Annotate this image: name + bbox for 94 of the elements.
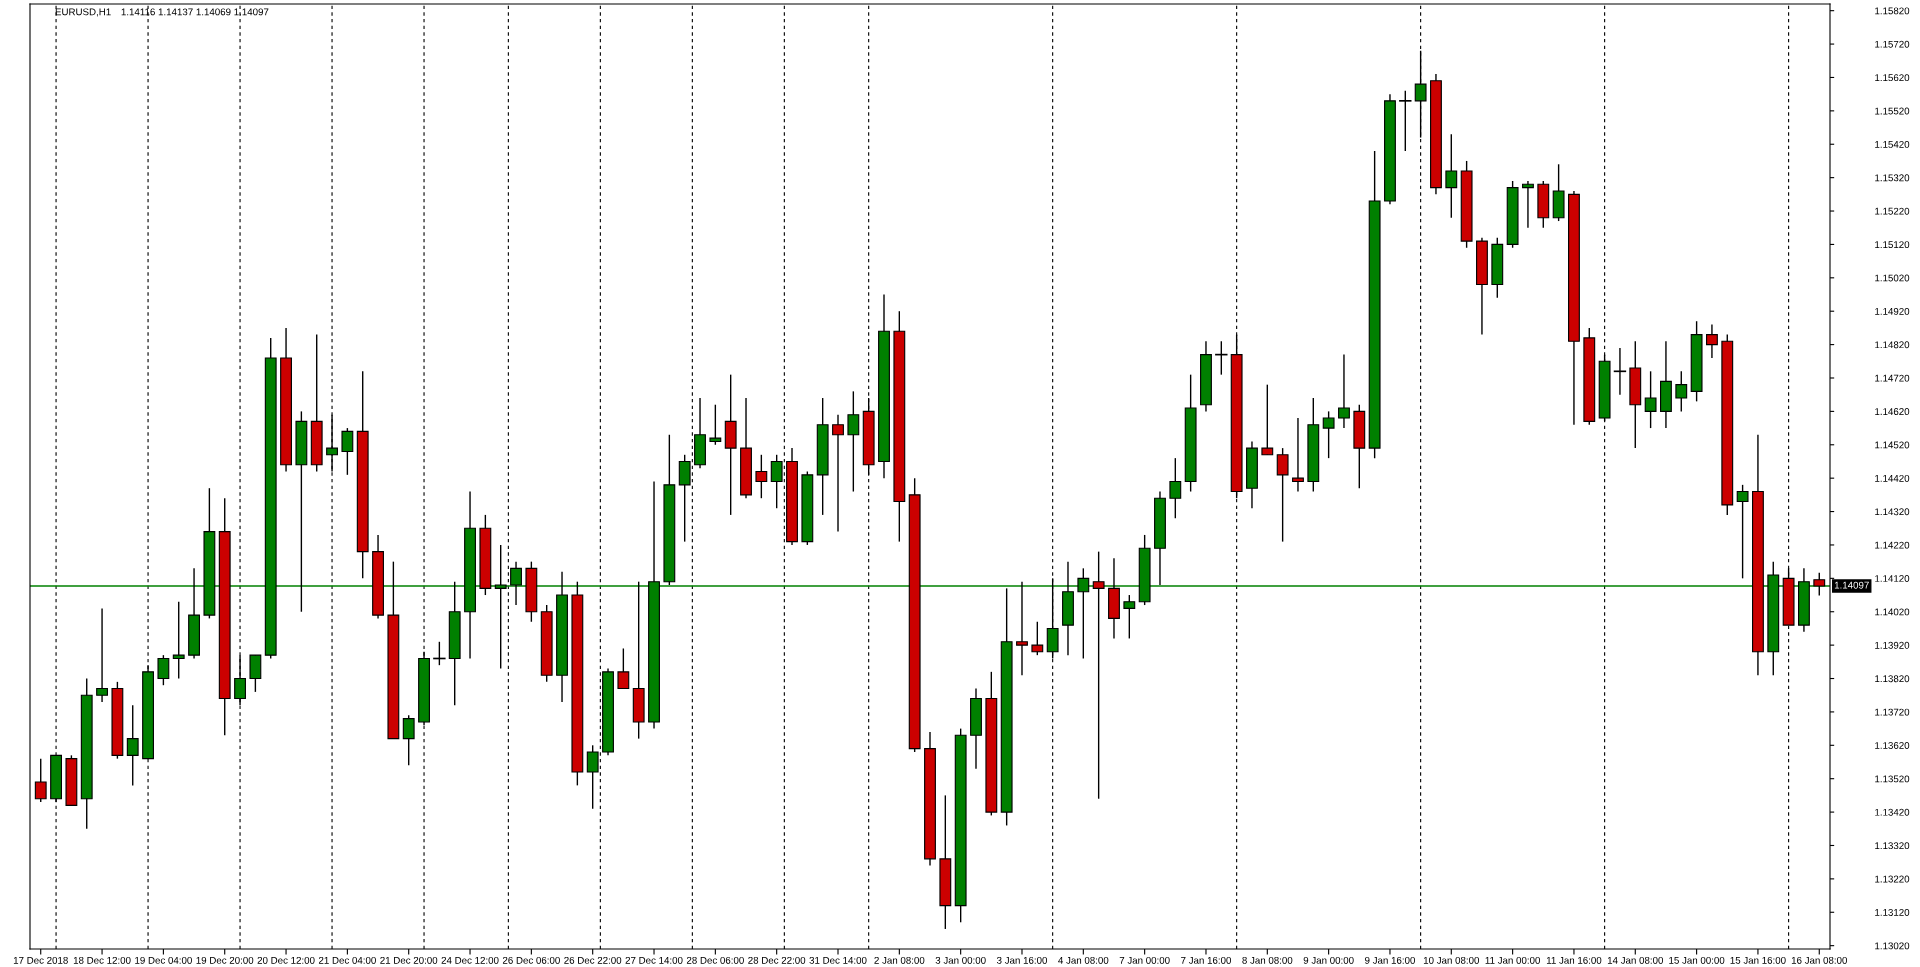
x-tick-label: 10 Jan 08:00 [1423,956,1480,964]
x-tick-label: 3 Jan 00:00 [935,956,986,964]
candlestick [172,601,185,680]
x-tick-label: 11 Jan 16:00 [1546,956,1602,964]
candlestick [1706,323,1718,359]
x-tick-label: 19 Dec 20:00 [196,956,254,964]
chart-subtitle: 1.14116 1.14137 1.14069 1.14097 [121,8,269,16]
candlestick [755,454,768,499]
candlestick [402,714,415,767]
y-tick-label: 1.15420 [1875,140,1910,148]
y-tick-label: 1.15220 [1875,207,1910,215]
candlestick [1399,90,1412,152]
candlestick [1613,347,1627,396]
candlestick [832,414,844,533]
candlestick [1261,383,1274,456]
candlestick [1675,370,1688,413]
candlestick [96,607,108,703]
candlestick [1169,457,1182,519]
candlestick [1276,447,1289,543]
x-tick-label: 28 Dec 06:00 [686,956,744,964]
ref-line-label: 1.14097 [1834,581,1869,589]
candlestick [1322,410,1335,459]
candlestick [1092,550,1105,800]
y-tick-label: 1.14620 [1875,408,1910,415]
candlestick [1445,133,1458,219]
y-tick-label: 1.13020 [1875,942,1910,950]
y-tick-label: 1.14920 [1875,307,1910,315]
y-tick-label: 1.15020 [1875,274,1910,282]
x-tick-label: 21 Dec 04:00 [318,956,376,964]
y-tick-label: 1.14320 [1875,508,1910,516]
x-tick-label: 26 Dec 22:00 [564,956,622,964]
candlestick [1813,571,1826,597]
y-tick-label: 1.14120 [1875,575,1910,582]
y-tick-label: 1.15320 [1875,174,1910,182]
y-tick-label: 1.13520 [1875,775,1910,783]
y-tick-label: 1.15120 [1875,241,1910,249]
x-tick-label: 21 Dec 20:00 [380,956,438,964]
y-tick-label: 1.15520 [1875,107,1910,115]
y-tick-label: 1.13320 [1875,842,1910,850]
x-tick-label: 8 Jan 08:00 [1242,956,1293,964]
candlestick [709,404,722,446]
candlestick [341,427,354,476]
x-tick-label: 11 Jan 00:00 [1485,956,1540,964]
y-tick-label: 1.14820 [1875,341,1910,349]
x-tick-label: 14 Jan 08:00 [1607,956,1664,964]
x-tick-label: 15 Jan 16:00 [1730,956,1786,964]
y-tick-label: 1.15620 [1875,74,1910,82]
x-tick-label: 9 Jan 16:00 [1365,956,1415,964]
candlestick [1644,370,1657,429]
candlestick [157,654,170,686]
candlestick [617,647,630,690]
y-tick-label: 1.14720 [1875,374,1910,382]
y-tick-label: 1.13920 [1875,641,1910,649]
candlestick [847,390,860,493]
x-tick-label: 17 Dec 2018 [13,956,68,964]
y-tick-label: 1.14220 [1875,541,1910,549]
x-tick-label: 19 Dec 04:00 [135,956,192,964]
x-tick-label: 3 Jan 16:00 [996,956,1048,964]
candlestick [1123,594,1136,640]
x-tick-label: 7 Jan 00:00 [1119,956,1170,964]
x-tick-label: 31 Dec 14:00 [809,956,867,964]
x-tick-label: 27 Dec 14:00 [625,956,683,964]
chart-title: EURUSD,H1 [55,8,111,17]
candlestick [34,757,47,803]
candlestick [1522,180,1534,229]
x-tick-label: 7 Jan 16:00 [1181,956,1232,964]
x-tick-label: 2 Jan 08:00 [874,956,925,964]
y-tick-label: 1.15720 [1875,40,1910,48]
candlestick [1338,353,1350,429]
x-tick-label: 15 Jan 00:00 [1669,956,1725,964]
x-tick-label: 24 Dec 12:00 [441,956,499,964]
y-tick-label: 1.13720 [1875,708,1910,716]
x-tick-label: 9 Jan 00:00 [1303,956,1354,964]
candlestick [126,704,139,787]
y-tick-label: 1.14420 [1875,474,1910,482]
candlestick [1292,417,1304,493]
candlestick [1016,580,1028,676]
x-tick-label: 18 Dec 12:00 [73,956,131,964]
x-tick-label: 4 Jan 08:00 [1058,956,1109,964]
y-tick-label: 1.15820 [1875,7,1910,15]
x-tick-label: 28 Dec 22:00 [748,956,806,964]
x-tick-label: 20 Dec 12:00 [257,956,315,964]
x-tick-label: 16 Jan 08:00 [1791,956,1847,964]
y-tick-label: 1.13420 [1875,808,1910,816]
y-tick-label: 1.14020 [1875,608,1910,616]
y-tick-label: 1.14520 [1875,441,1910,449]
candlestick [249,654,262,693]
y-tick-label: 1.13220 [1875,875,1910,883]
y-tick-label: 1.13820 [1875,675,1910,683]
y-tick-label: 1.13620 [1875,742,1910,749]
candlestick [1031,621,1044,656]
x-tick-label: 26 Dec 06:00 [502,956,560,964]
candlestick [1736,484,1749,580]
y-tick-label: 1.13120 [1875,909,1910,916]
